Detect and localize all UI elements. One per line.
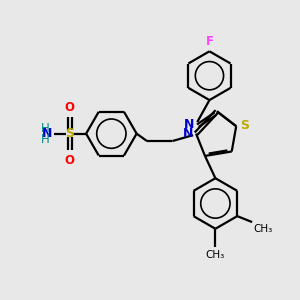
Text: S: S (240, 118, 249, 131)
Text: F: F (206, 35, 213, 48)
Text: O: O (65, 101, 75, 114)
Text: CH₃: CH₃ (206, 250, 225, 260)
Text: O: O (65, 154, 75, 166)
Text: S: S (65, 127, 74, 140)
Text: N: N (184, 118, 195, 130)
Text: N: N (41, 127, 52, 140)
Text: N: N (183, 127, 194, 140)
Text: H: H (40, 122, 49, 135)
Text: CH₃: CH₃ (254, 224, 273, 234)
Text: H: H (40, 133, 49, 146)
